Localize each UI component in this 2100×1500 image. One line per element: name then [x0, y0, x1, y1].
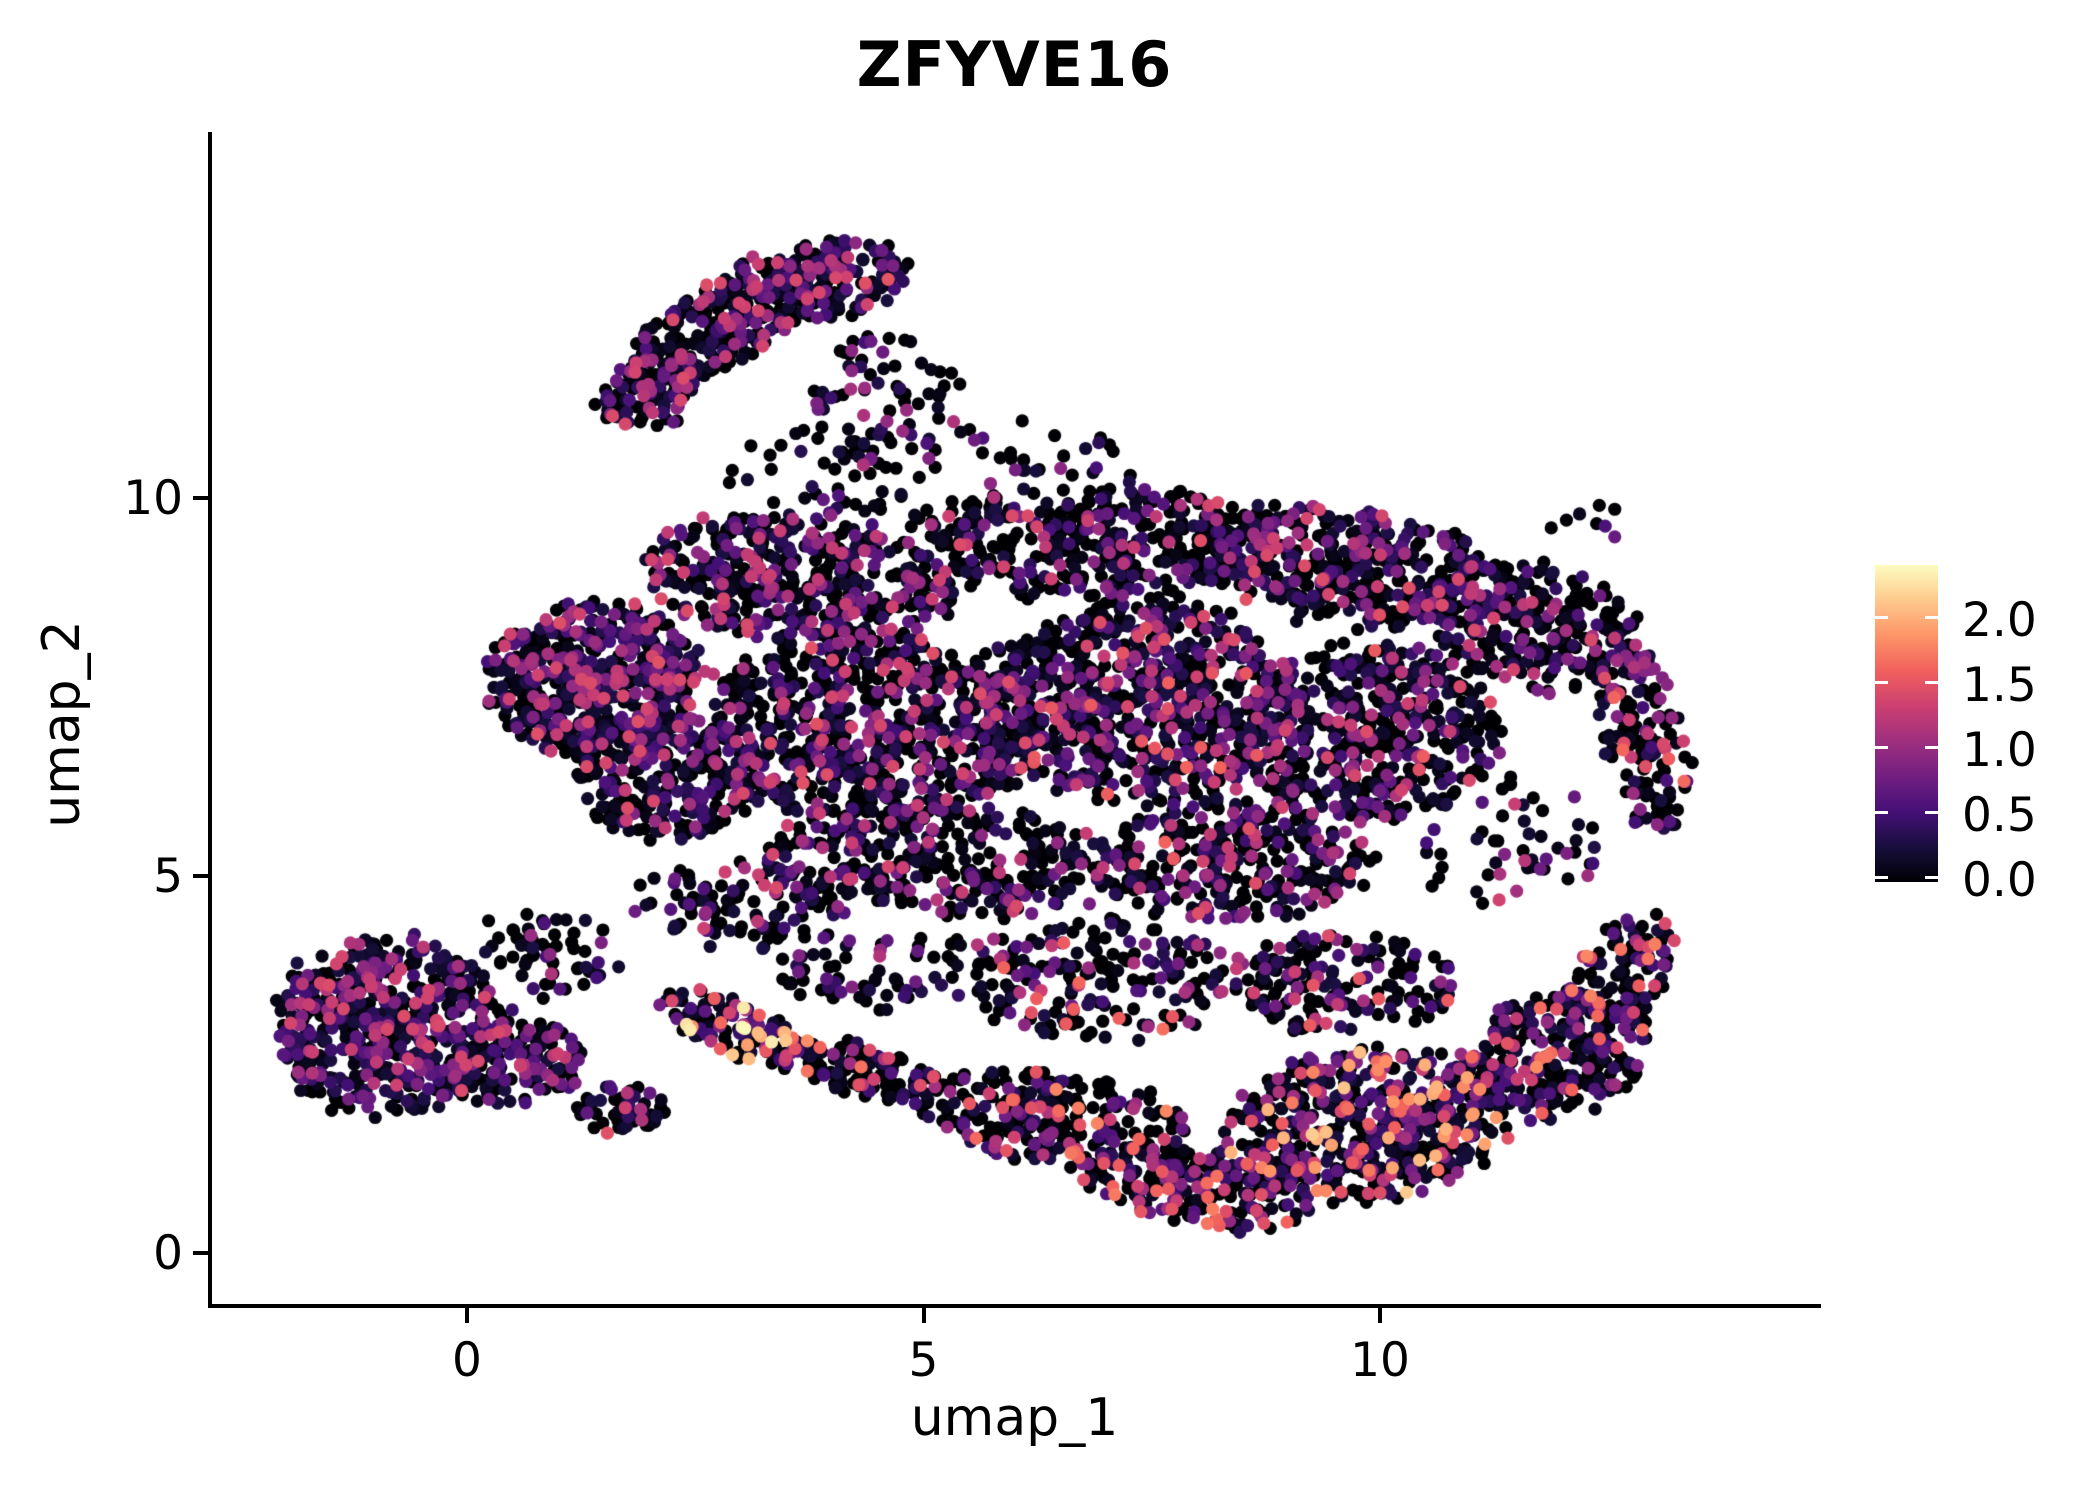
colorbar-tick-label: 0.0: [1962, 853, 2037, 908]
colorbar-tick-mark: [1875, 681, 1888, 684]
colorbar-tick-mark: [1875, 811, 1888, 814]
colorbar-tick-label: 0.5: [1962, 788, 2037, 843]
colorbar-tick-label: 1.5: [1962, 658, 2037, 713]
colorbar-tick-mark: [1925, 681, 1938, 684]
colorbar-tick-mark: [1875, 616, 1888, 619]
colorbar-tick-mark: [1875, 876, 1888, 879]
x-tick-mark: [465, 1306, 469, 1323]
colorbar-tick-mark: [1925, 811, 1938, 814]
y-tick-mark: [193, 1251, 210, 1255]
x-axis-line: [208, 1304, 1821, 1308]
colorbar-tick-mark: [1875, 746, 1888, 749]
colorbar-tick-mark: [1925, 616, 1938, 619]
x-tick-label: 5: [908, 1333, 939, 1388]
colorbar-tick-mark: [1925, 746, 1938, 749]
y-tick-mark: [193, 873, 210, 878]
y-axis-title: umap_2: [32, 620, 92, 828]
colorbar-tick-mark: [1925, 876, 1938, 879]
y-tick-label: 10: [123, 471, 183, 526]
colorbar-gradient: [1875, 565, 1938, 882]
x-tick-label: 10: [1350, 1333, 1410, 1388]
y-tick-label: 0: [153, 1226, 183, 1281]
x-tick-mark: [1378, 1306, 1382, 1323]
x-axis-title: umap_1: [910, 1388, 1119, 1448]
x-tick-mark: [921, 1306, 926, 1323]
x-tick-label: 0: [452, 1333, 482, 1388]
colorbar-tick-label: 2.0: [1962, 593, 2037, 648]
y-tick-mark: [193, 496, 210, 500]
y-axis-line: [208, 132, 212, 1308]
y-tick-label: 5: [153, 848, 183, 904]
colorbar-tick-label: 1.0: [1962, 723, 2037, 778]
